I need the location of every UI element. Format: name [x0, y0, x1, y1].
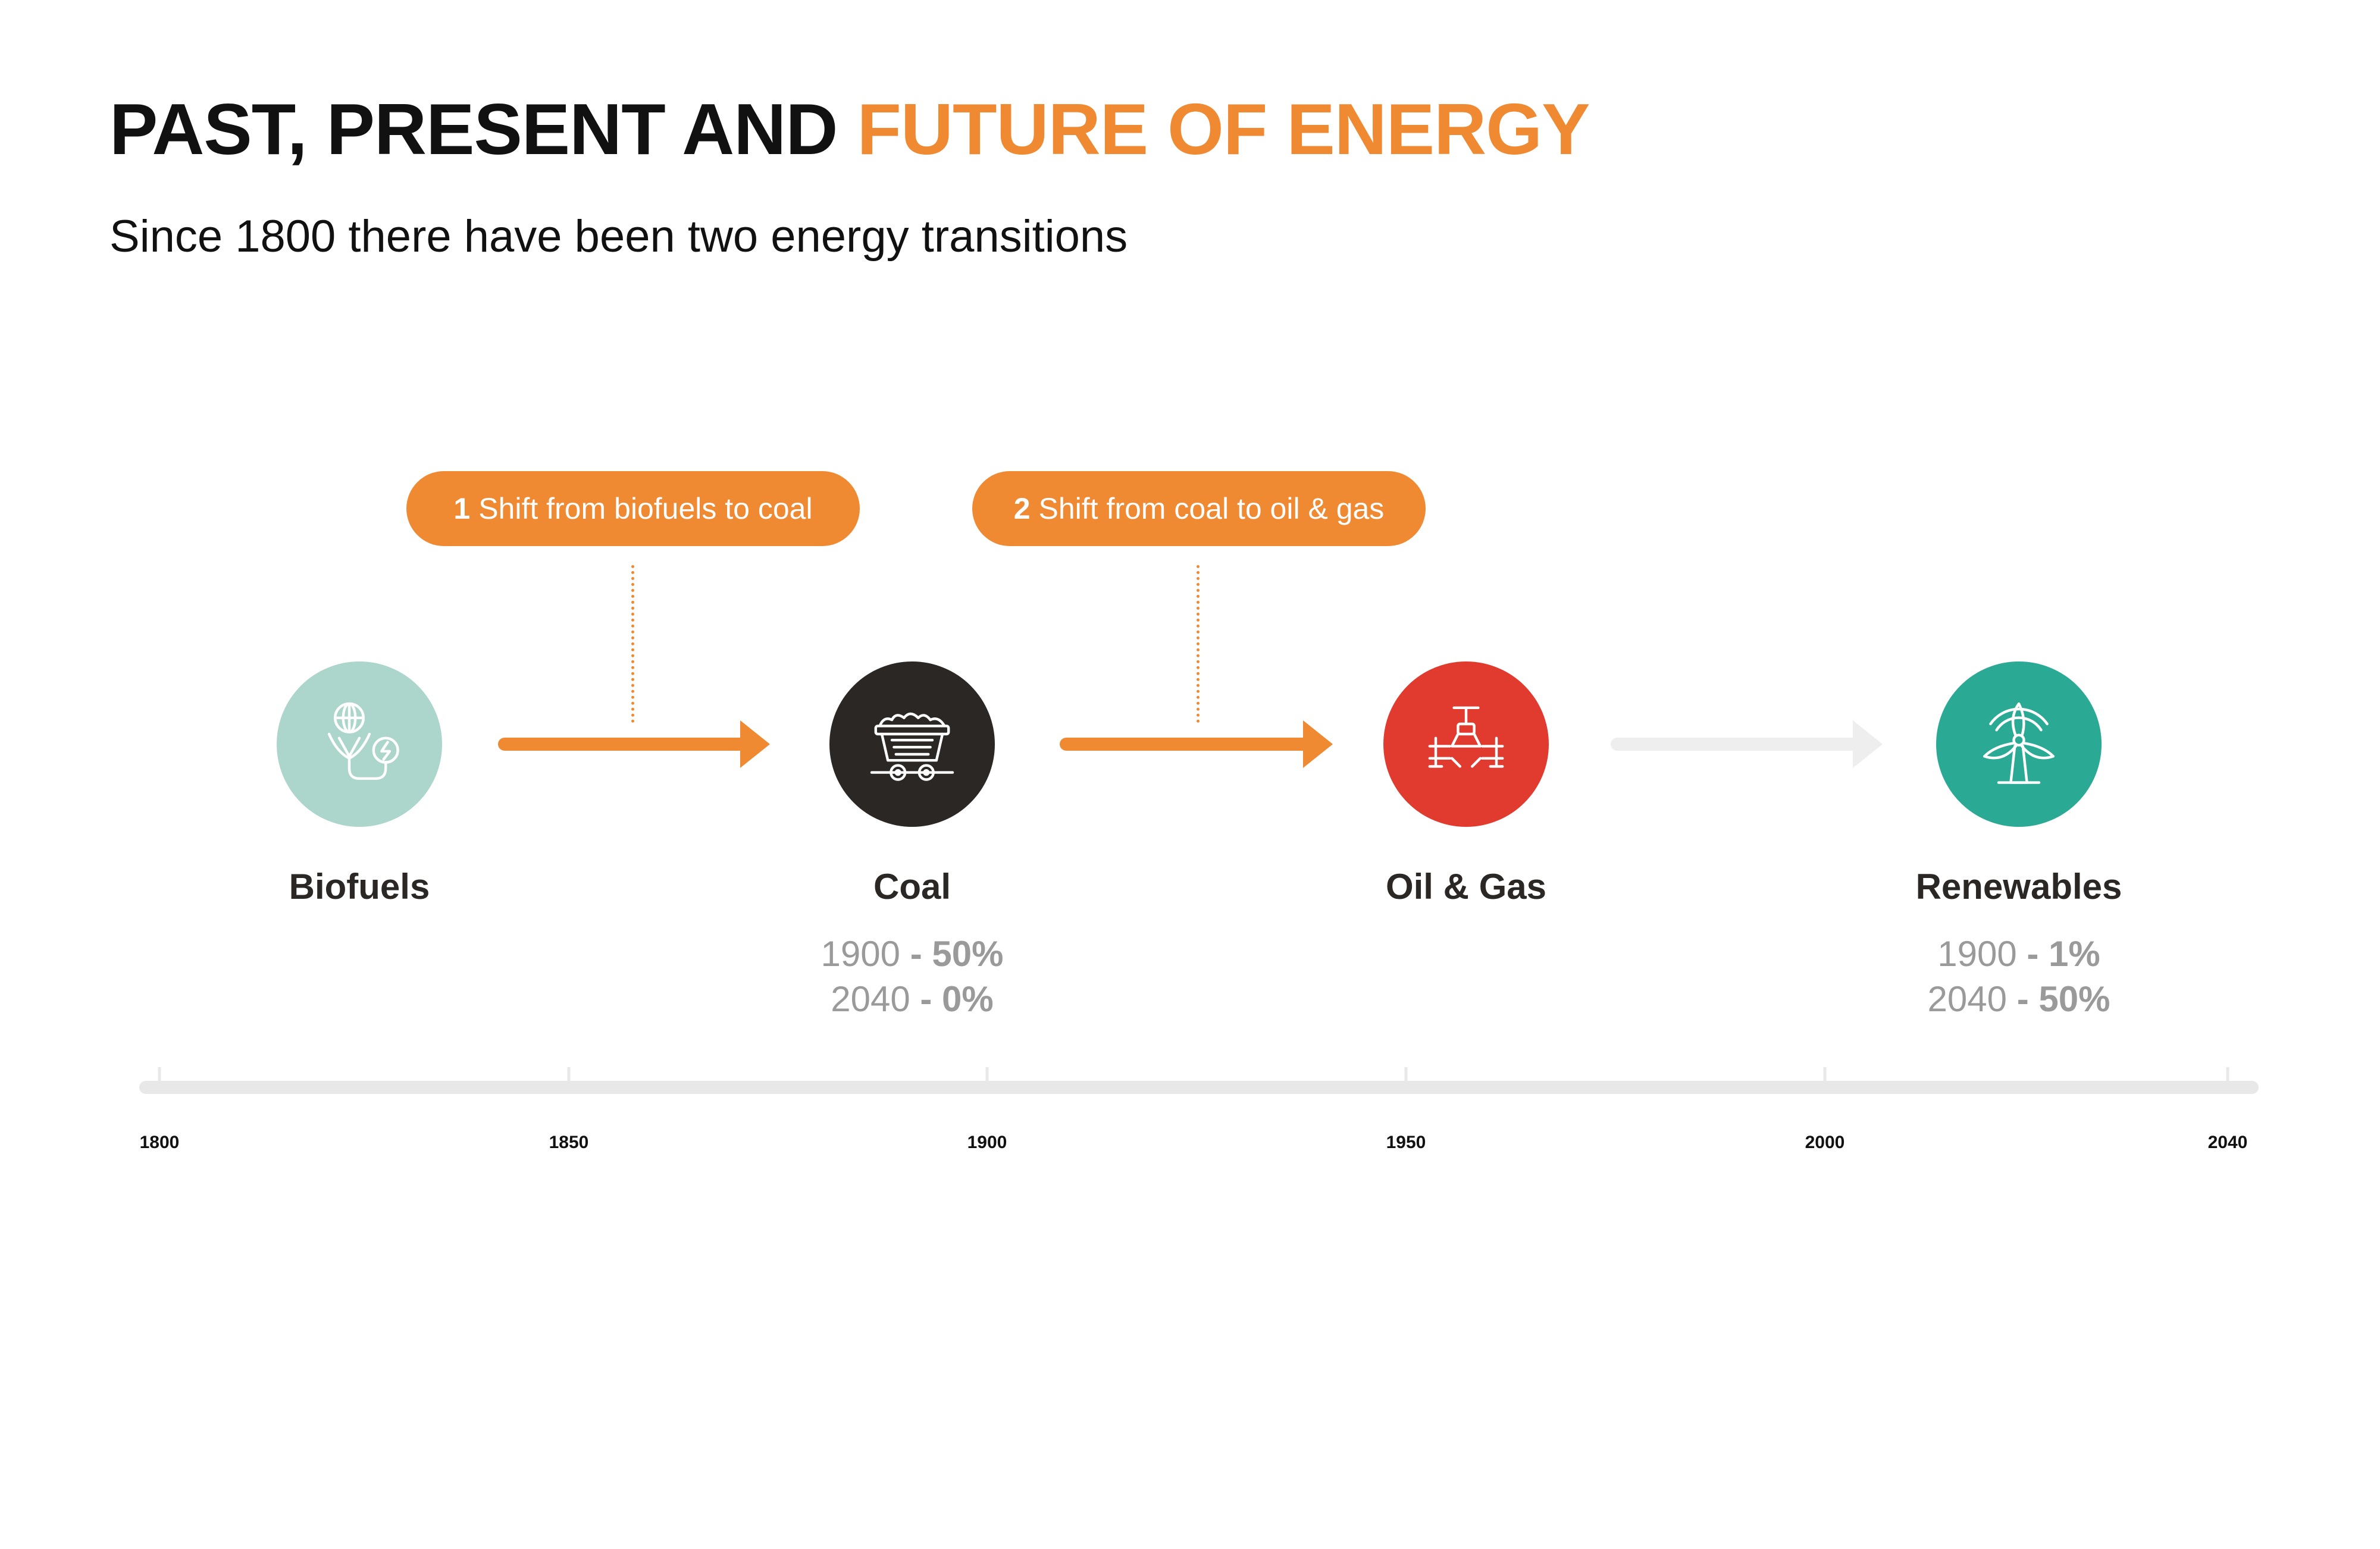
page-subtitle: Since 1800 there have been two energy tr…	[109, 211, 1128, 262]
renewables-stats: 1900 - 1% 2040 - 50%	[1870, 932, 2168, 1022]
oil-gas-circle	[1383, 661, 1549, 827]
coal-cart-icon	[870, 712, 954, 781]
biofuels-label: Biofuels	[289, 867, 430, 907]
renewables-stat-2040: 2040 - 50%	[1927, 979, 2110, 1019]
tick-label-2000: 2000	[1805, 1133, 1845, 1152]
shift-2-connector	[1197, 565, 1200, 723]
shift-1-connector	[631, 565, 634, 723]
tick-label-2040: 2040	[2207, 1133, 2248, 1152]
arrow-oil-gas-to-renewables	[1611, 720, 1883, 768]
coal-label: Coal	[873, 867, 951, 907]
title-accent: FUTURE OF ENERGY	[857, 89, 1590, 170]
coal-stats: 1900 - 50% 2040 - 0%	[763, 932, 1061, 1022]
page-title: PAST, PRESENT AND FUTURE OF ENERGY	[109, 89, 1590, 169]
coal-circle	[829, 661, 995, 827]
shift-2-number: 2	[1013, 492, 1031, 525]
tick-label-1800: 1800	[139, 1133, 180, 1152]
coal-stat-2040: 2040 - 0%	[831, 979, 994, 1019]
coal-stat-1900: 1900 - 50%	[821, 934, 1004, 974]
biofuel-globe-plant-icon	[327, 702, 399, 780]
shift-1-pill: 1 Shift from biofuels to coal	[406, 471, 860, 546]
shift-1-text: Shift from biofuels to coal	[478, 492, 813, 525]
title-dark: PAST, PRESENT AND	[109, 89, 857, 170]
tick-label-1850: 1850	[549, 1133, 589, 1152]
renewables-circle	[1936, 661, 2102, 827]
arrow-coal-to-oil-gas	[1060, 720, 1333, 768]
shift-2-text: Shift from coal to oil & gas	[1038, 492, 1385, 525]
tick-label-1950: 1950	[1386, 1133, 1426, 1152]
shift-2-pill: 2 Shift from coal to oil & gas	[972, 471, 1426, 546]
pipeline-valve-icon	[1428, 706, 1504, 768]
shift-1-number: 1	[453, 492, 471, 525]
timeline-axis	[139, 1067, 2259, 1094]
biofuels-circle	[277, 661, 442, 827]
renewables-label: Renewables	[1915, 867, 2122, 907]
oil-gas-label: Oil & Gas	[1385, 867, 1547, 907]
renewables-stat-1900: 1900 - 1%	[1937, 934, 2100, 974]
wind-turbine-icon	[1983, 702, 2055, 784]
arrow-biofuels-to-coal	[498, 720, 770, 768]
tick-label-1900: 1900	[967, 1133, 1007, 1152]
